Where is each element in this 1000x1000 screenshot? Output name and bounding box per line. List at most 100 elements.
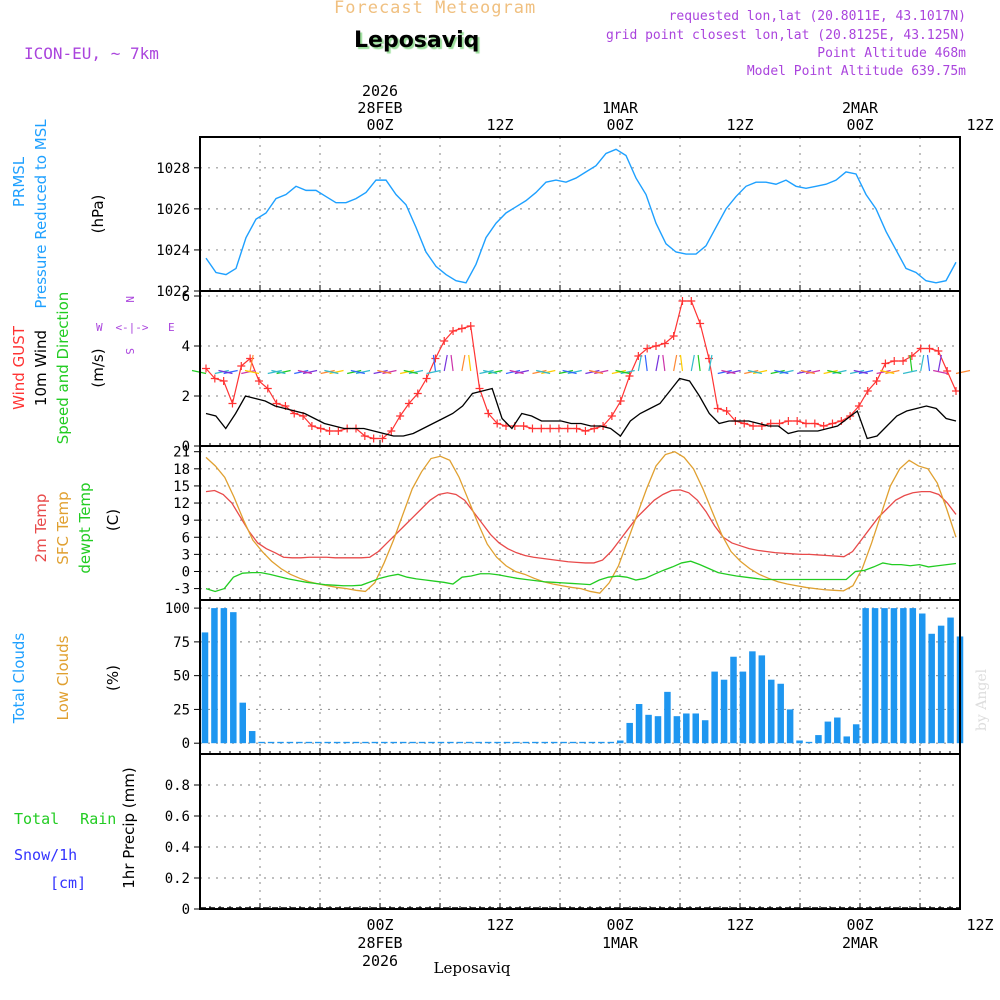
- panel-frame: [199, 753, 961, 910]
- wind-direction-arrow: [514, 369, 529, 375]
- wind-gust-marker: [660, 339, 669, 348]
- cloud-bar: [503, 741, 511, 744]
- cloud-bar: [617, 740, 624, 744]
- wind-gust-marker: [369, 434, 378, 443]
- cloud-bar: [324, 741, 331, 744]
- compass-ew-arrow: <-|->: [115, 321, 148, 334]
- cloud-bar: [381, 741, 388, 744]
- cloud-bar: [579, 741, 586, 744]
- wind-gust-marker: [537, 424, 546, 433]
- y-tick-label: 1022: [156, 284, 190, 300]
- cloud-bar: [230, 612, 237, 744]
- pressure-label-1: PRMSL: [10, 156, 28, 207]
- cloud-bar: [881, 608, 888, 744]
- footer-station: Leposaviq: [434, 959, 511, 977]
- cloud-bar: [437, 741, 445, 744]
- wind-gust-marker: [678, 297, 687, 305]
- wind-gust-marker: [890, 357, 899, 365]
- y-tick-label: 0: [182, 439, 190, 455]
- wind-gust-marker: [757, 422, 766, 430]
- wind-direction-arrow: [377, 369, 392, 375]
- wind-direction-arrow: [355, 369, 371, 375]
- wind-direction-arrow: [920, 354, 925, 372]
- wind-gust-marker: [854, 402, 863, 410]
- wind-direction-arrow: [937, 354, 942, 372]
- cloud-bar: [711, 671, 718, 744]
- grid-point-coords: grid point closest lon,lat (20.8125E, 43…: [605, 28, 966, 43]
- pressure-unit: (hPa): [89, 195, 107, 234]
- x-tick-label-bottom: 2026: [362, 952, 398, 970]
- cloud-bar: [852, 724, 860, 744]
- wind-direction-arrow: [708, 354, 713, 372]
- wind-direction-arrow: [509, 369, 524, 375]
- compass-north: N: [123, 296, 136, 303]
- wind-gust-marker: [925, 344, 934, 353]
- cloud-bar: [786, 709, 794, 744]
- wind-direction-arrow: [567, 369, 582, 375]
- cloud-bar: [315, 741, 322, 744]
- wind-gust-marker: [528, 424, 537, 433]
- y-tick-label: 21: [173, 445, 190, 461]
- wind-gust-marker: [307, 422, 316, 430]
- wind-direction-arrow: [267, 369, 282, 375]
- cloud-bar: [550, 741, 558, 744]
- wind-gust-marker: [466, 322, 475, 330]
- y-tick-label: 0: [182, 902, 190, 918]
- x-tick-label-bottom: 1MAR: [602, 934, 639, 952]
- wind-gust-marker: [202, 364, 210, 373]
- wind-gust-marker: [669, 332, 678, 340]
- cloud-bar: [456, 741, 464, 744]
- cloud-bar: [805, 741, 813, 744]
- credit-watermark: by Angel: [974, 668, 990, 731]
- wind-direction-arrow: [324, 369, 339, 375]
- wind-gust-marker: [263, 384, 272, 393]
- wind-direction-arrow: [721, 369, 736, 375]
- wind-gust-marker: [316, 424, 325, 433]
- wind-10m-label: 10m Wind: [32, 330, 50, 406]
- wind-speed-dir-label: Speed and Direction: [54, 292, 72, 445]
- wind-direction-arrow: [827, 369, 842, 375]
- wind-direction-arrow: [585, 369, 600, 375]
- wind-gust-marker: [334, 427, 343, 435]
- wind-direction-arrow: [403, 369, 418, 375]
- wind-direction-arrow: [588, 369, 604, 375]
- y-tick-label: 6: [182, 289, 190, 305]
- x-tick-label-top: 12Z: [486, 116, 513, 134]
- wind-direction-arrow: [611, 369, 627, 375]
- y-tick-label: 4: [182, 339, 190, 355]
- cloud-bar: [390, 741, 397, 744]
- wind-gust-marker: [749, 422, 758, 430]
- cloud-bar: [720, 679, 728, 744]
- wind-gust-marker: [581, 427, 590, 435]
- cloud-bar: [815, 735, 822, 744]
- cloud-bar: [635, 704, 643, 744]
- x-tick-label-bottom: 00Z: [366, 916, 393, 934]
- compass-east: E: [168, 321, 175, 334]
- cloud-bar: [947, 617, 954, 744]
- compass-west: W: [96, 321, 103, 334]
- wind-gust-marker: [616, 397, 625, 405]
- y-tick-label: 2: [182, 389, 190, 405]
- y-tick-label: 50: [173, 669, 190, 685]
- wind-direction-arrow: [276, 369, 291, 375]
- cloud-bar: [919, 613, 926, 744]
- wind-direction-arrow: [620, 369, 635, 375]
- cloud-bar: [796, 740, 803, 744]
- wind-gust-marker: [907, 352, 916, 360]
- wind-direction-arrow: [241, 369, 256, 375]
- cloud-bar: [909, 608, 917, 744]
- wind-direction-arrow: [644, 354, 648, 372]
- y-tick-label: 75: [173, 635, 190, 651]
- super-title: Forecast Meteogram: [334, 0, 537, 18]
- cloud-bar: [201, 632, 209, 744]
- cloud-bar: [824, 721, 832, 744]
- x-tick-label-top: 00Z: [846, 116, 873, 134]
- wind-gust-marker: [546, 424, 555, 433]
- wind-direction-arrow: [320, 369, 335, 375]
- x-tick-label-bottom: 12Z: [966, 916, 993, 934]
- cloud-bar: [277, 741, 284, 744]
- wind-gust-marker: [457, 324, 466, 333]
- wind-direction-arrow: [244, 369, 260, 375]
- cloud-bar: [541, 741, 548, 744]
